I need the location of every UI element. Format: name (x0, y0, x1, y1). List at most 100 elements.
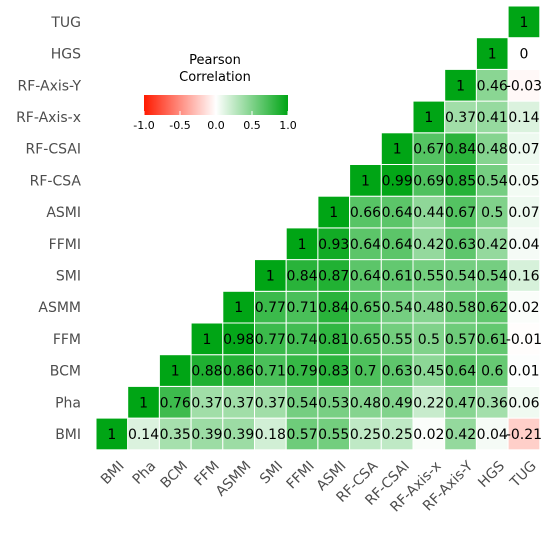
cell-value-label: 0.04 (477, 427, 508, 443)
cell-value-label: 0.7 (354, 364, 376, 380)
row-label: ASMI (46, 205, 81, 221)
row-labels: BMI Pha BCM FFM ASMM SMI FFMI ASMI RF-CSA RF-CSAI… (16, 15, 81, 443)
heatmap-cell (475, 164, 509, 197)
cell-value-label: 0.49 (382, 395, 413, 411)
heatmap-cell (285, 417, 319, 451)
cell-value-label: 0.42 (413, 237, 444, 253)
cell-value-label: 0.01 (508, 364, 539, 380)
cell-value-label: 0.86 (223, 364, 254, 380)
heatmap-cell (475, 322, 509, 356)
cell-value-label: 0.06 (508, 395, 539, 411)
cell-value-label: 0.37 (445, 110, 476, 126)
cell-value-label: -0.01 (506, 332, 542, 348)
cell-value-label: 0.57 (286, 427, 317, 443)
heatmap-cell (317, 290, 351, 324)
heatmap-cell (190, 354, 224, 387)
cell-value-label: 0.62 (477, 300, 508, 316)
legend-color-bar (144, 95, 288, 115)
cell-value-label: -0.21 (506, 427, 542, 443)
heatmap-cell (380, 354, 414, 387)
column-label: FFMI (284, 458, 318, 492)
heatmap-cell (412, 100, 446, 134)
heatmap-cells: 1 0.14 0.35 0.39 0.39 0.18 0.57 0.55 0.25 0.25 0.0… (95, 5, 542, 451)
cell-value-label: 0.65 (350, 300, 381, 316)
cell-value-label: 1 (202, 332, 211, 348)
cell-value-label: 0.67 (413, 142, 444, 158)
cell-value-label: 0.65 (350, 332, 381, 348)
cell-value-label: 1 (488, 47, 497, 63)
row-label: RF-CSA (30, 173, 82, 189)
cell-value-label: 0.81 (318, 332, 349, 348)
cell-value-label: 0.79 (286, 364, 317, 380)
cell-value-label: 0.42 (477, 237, 508, 253)
heatmap-cell (412, 354, 446, 387)
row-label: FFM (53, 332, 81, 348)
column-label: SMI (257, 458, 286, 487)
heatmap-cell (285, 259, 319, 292)
cell-value-label: 0.5 (418, 332, 440, 348)
heatmap-cell (444, 227, 477, 261)
cell-value-label: 0.55 (413, 268, 444, 284)
cell-value-label: 0.64 (382, 205, 413, 221)
cell-value-label: 0.16 (508, 268, 539, 284)
heatmap-cell (222, 417, 256, 451)
heatmap-cell (254, 385, 287, 419)
cell-value-label: 0.63 (382, 364, 413, 380)
cell-value-label: 0.63 (445, 237, 476, 253)
heatmap-cell (507, 385, 541, 419)
heatmap-cell (380, 385, 414, 419)
heatmap-cell (349, 417, 382, 451)
heatmap-cell (412, 322, 446, 356)
cell-value-label: 0.67 (445, 205, 476, 221)
legend-tick-label: -1.0 (133, 119, 154, 132)
cell-value-label: 0.55 (382, 332, 413, 348)
cell-value-label: 1 (329, 205, 338, 221)
heatmap-cell (444, 100, 477, 134)
heatmap-cell (158, 354, 192, 387)
cell-value-label: 0.85 (445, 173, 476, 189)
cell-value-label: 0.14 (508, 110, 539, 126)
heatmap-cell (412, 227, 446, 261)
row-label: SMI (56, 268, 81, 284)
legend-title-line1: Pearson (189, 53, 241, 68)
cell-value-label: 0.41 (477, 110, 508, 126)
heatmap-cell (222, 322, 256, 356)
legend-title-line2: Correlation (179, 70, 251, 85)
heatmap-cell (444, 322, 477, 356)
cell-value-label: 0.71 (255, 364, 286, 380)
heatmap-cell (444, 132, 477, 166)
column-label: BCM (158, 458, 191, 491)
cell-value-label: 0.55 (318, 427, 349, 443)
heatmap-cell (380, 417, 414, 451)
cell-value-label: 0.47 (445, 395, 476, 411)
row-label: ASMM (38, 300, 81, 316)
legend-ticks: -1.0 -0.5 0.0 0.5 1.0 (133, 111, 297, 132)
cell-value-label: 0.37 (255, 395, 286, 411)
heatmap-cell (254, 259, 287, 292)
cell-value-label: 0.54 (477, 268, 508, 284)
cell-value-label: 0.53 (318, 395, 349, 411)
column-label: TUG (507, 458, 540, 491)
cell-value-label: 0.64 (382, 237, 413, 253)
cell-value-label: 0.18 (255, 427, 286, 443)
cell-value-label: 0.64 (445, 364, 476, 380)
cell-value-label: 0.36 (477, 395, 508, 411)
heatmap-cell (412, 164, 446, 197)
column-label: BMI (98, 458, 128, 488)
cell-value-label: 0.5 (481, 205, 503, 221)
cell-value-label: 0.42 (445, 427, 476, 443)
column-label: ASMM (213, 458, 254, 499)
cell-value-label: 0.14 (128, 427, 159, 443)
cell-value-label: 0.57 (445, 332, 476, 348)
cell-value-label: 0.74 (286, 332, 317, 348)
cell-value-label: 0.48 (413, 300, 444, 316)
heatmap-cell (475, 417, 509, 451)
heatmap-cell (412, 132, 446, 166)
cell-value-label: 0.45 (413, 364, 444, 380)
cell-value-label: 0.04 (508, 237, 539, 253)
cell-value-label: 0.64 (350, 237, 381, 253)
heatmap-cell (507, 227, 541, 261)
heatmap-cell (95, 417, 129, 451)
cell-value-label: -0.03 (506, 78, 542, 94)
